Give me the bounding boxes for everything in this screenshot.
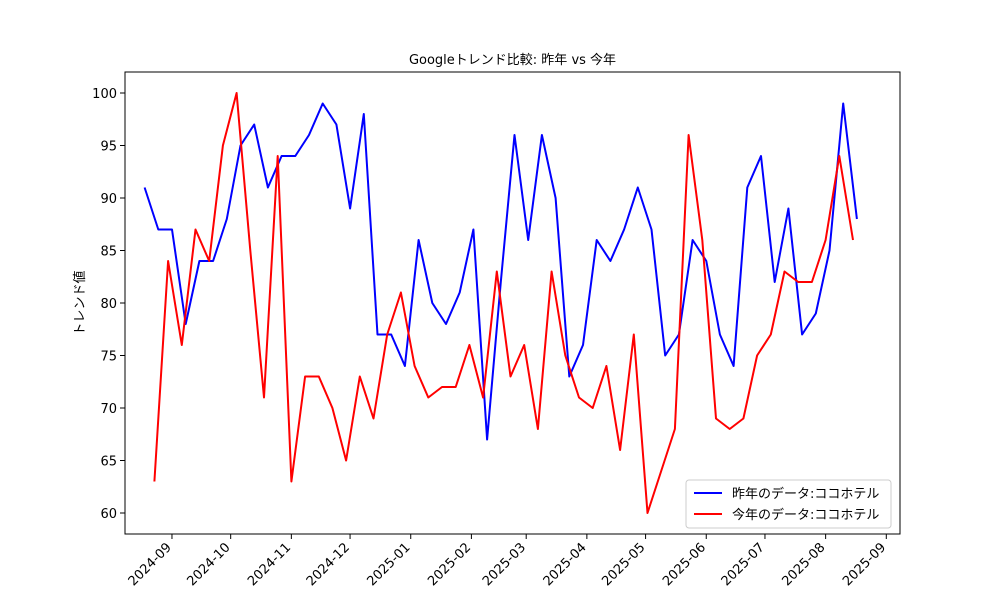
series-line-1: [153, 92, 854, 514]
legend-label-0: 昨年のデータ:ココホテル: [732, 486, 879, 502]
x-tick-label: 2025-06: [660, 540, 709, 589]
y-tick-label: 60: [100, 507, 117, 522]
x-tick-label: 2025-02: [425, 540, 474, 589]
y-tick-label: 95: [100, 140, 117, 155]
legend-label-1: 今年のデータ:ココホテル: [732, 507, 879, 523]
x-tick-label: 2025-04: [541, 540, 590, 589]
y-tick-label: 100: [92, 87, 117, 102]
x-tick-label: 2025-07: [719, 540, 768, 589]
y-tick-label: 85: [100, 245, 117, 260]
x-tick-label: 2025-01: [365, 540, 414, 589]
x-tick-label: 2025-08: [779, 540, 828, 589]
y-tick-label: 80: [100, 297, 117, 312]
x-tick-label: 2025-03: [480, 540, 529, 589]
y-tick-label: 65: [100, 455, 117, 470]
y-tick-label: 75: [100, 350, 117, 365]
legend-box: [685, 479, 892, 529]
x-tick-label: 2024-11: [245, 540, 294, 589]
y-axis: 60 65 70 75 80 85 90 95 100: [92, 87, 125, 522]
series-layer: [143, 92, 858, 514]
x-axis: 2024-09 2024-10 2024-11 2024-12 2025-01 2025-…: [126, 534, 889, 589]
x-tick-label: 2025-09: [840, 540, 889, 589]
legend: 昨年のデータ:ココホテル 今年のデータ:ココホテル: [685, 479, 892, 529]
x-tick-label: 2024-10: [184, 540, 233, 589]
series-line-0: [143, 102, 858, 441]
chart-title: Googleトレンド比較: 昨年 vs 今年: [409, 52, 616, 68]
x-tick-label: 2025-05: [599, 540, 648, 589]
x-tick-label: 2024-09: [126, 540, 175, 589]
y-axis-label: トレンド値: [72, 270, 88, 335]
plot-area: [124, 71, 901, 535]
y-tick-label: 90: [100, 192, 117, 207]
y-tick-label: 70: [100, 402, 117, 417]
x-tick-label: 2024-12: [304, 540, 353, 589]
